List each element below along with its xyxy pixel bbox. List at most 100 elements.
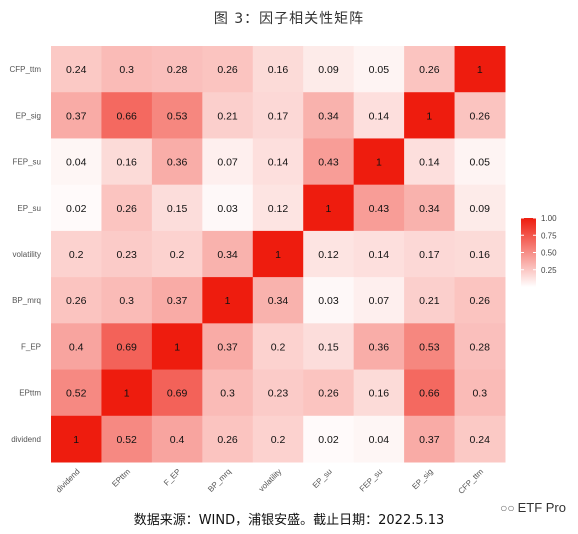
- heatmap-cell: [353, 92, 405, 139]
- heatmap-cell: [151, 138, 203, 186]
- cell-value-label: 0.03: [217, 203, 238, 215]
- cell-value-label: 0.09: [470, 203, 491, 215]
- heatmap-cell: [101, 277, 153, 324]
- heatmap-cell: [151, 46, 203, 93]
- cell-value-label: 1: [426, 110, 432, 122]
- cell-value-label: 1: [124, 388, 130, 400]
- cell-value-label: 0.26: [66, 295, 87, 307]
- cell-value-label: 0.15: [167, 203, 188, 215]
- heatmap-cell: [151, 415, 203, 463]
- x-tick-label: dividend: [54, 467, 81, 494]
- cell-value-label: 0.66: [116, 110, 137, 122]
- cell-value-label: 0.05: [369, 64, 390, 76]
- heatmap-cell: [51, 184, 102, 232]
- heatmap-cell: [151, 369, 203, 417]
- heatmap-cell: [252, 138, 304, 186]
- cell-value-label: 0.02: [318, 434, 339, 446]
- heatmap-cell: [252, 92, 304, 139]
- heatmap-cell: [252, 184, 304, 232]
- heatmap-cell: [454, 277, 506, 324]
- heatmap-cell: [404, 277, 456, 324]
- heatmap-cell: [454, 323, 506, 371]
- cell-value-label: 0.2: [170, 249, 185, 261]
- cell-value-label: 0.23: [268, 388, 289, 400]
- cell-value-label: 0.24: [66, 64, 87, 76]
- heatmap-cell: [454, 92, 506, 139]
- cell-value-label: 0.14: [369, 249, 390, 261]
- y-tick-label: EP_su: [17, 204, 41, 213]
- cell-value-label: 0.07: [217, 157, 238, 169]
- heatmap-cell: [303, 415, 355, 463]
- cell-value-label: 0.26: [470, 110, 491, 122]
- heatmap-cell: [404, 415, 456, 463]
- cell-value-label: 0.26: [116, 203, 137, 215]
- heatmap-cell: [202, 92, 254, 139]
- heatmap-cell: [303, 277, 355, 324]
- cell-value-label: 0.34: [217, 249, 238, 261]
- cell-value-label: 0.07: [369, 295, 390, 307]
- heatmap-cell: [404, 369, 456, 417]
- cell-value-label: 0.2: [271, 341, 286, 353]
- heatmap-cell: [404, 230, 456, 278]
- heatmap-cell: [101, 92, 153, 139]
- y-tick-label: dividend: [11, 435, 41, 444]
- cell-value-label: 0.16: [369, 388, 390, 400]
- heatmap-cell: [202, 230, 254, 278]
- cell-value-label: 0.2: [271, 434, 286, 446]
- heatmap-cell: [51, 323, 102, 371]
- heatmap-cell: [353, 184, 405, 232]
- heatmap-cell: [51, 415, 102, 463]
- cell-value-label: 0.12: [268, 203, 289, 215]
- heatmap-cell: [454, 138, 506, 186]
- cell-value-label: 0.26: [318, 388, 339, 400]
- heatmap-cell: [202, 369, 254, 417]
- cell-value-label: 0.05: [470, 157, 491, 169]
- cell-value-label: 0.17: [419, 249, 440, 261]
- cell-value-label: 0.36: [369, 341, 390, 353]
- cell-value-label: 0.24: [470, 434, 491, 446]
- cell-value-label: 0.52: [116, 434, 137, 446]
- heatmap-cell: [454, 369, 506, 417]
- cell-value-label: 0.69: [167, 388, 188, 400]
- cell-value-label: 0.4: [170, 434, 185, 446]
- cell-value-label: 0.26: [419, 64, 440, 76]
- heatmap-cell: [404, 92, 456, 139]
- heatmap-cell: [404, 138, 456, 186]
- cell-value-label: 0.3: [220, 388, 235, 400]
- x-tick-label: BP_mrq: [206, 467, 233, 494]
- cell-value-label: 1: [275, 249, 281, 261]
- cell-value-label: 0.23: [116, 249, 137, 261]
- heatmap-cell: [252, 415, 304, 463]
- heatmap-cell: [151, 323, 203, 371]
- heatmap-cell: [202, 46, 254, 93]
- heatmap-cell: [353, 138, 405, 186]
- y-tick-label: volatility: [13, 250, 41, 259]
- cell-value-label: 0.37: [217, 341, 238, 353]
- cell-value-label: 0.02: [66, 203, 87, 215]
- heatmap-cell: [202, 277, 254, 324]
- y-tick-label: CFP_ttm: [9, 65, 41, 74]
- heatmap-cell: [51, 369, 102, 417]
- cell-value-label: 0.53: [167, 110, 188, 122]
- cell-value-label: 0.69: [116, 341, 137, 353]
- cell-value-label: 0.16: [268, 64, 289, 76]
- cell-value-label: 1: [174, 341, 180, 353]
- cell-value-label: 0.37: [419, 434, 440, 446]
- cell-value-label: 0.14: [419, 157, 440, 169]
- wechat-icon: ○○: [500, 501, 515, 515]
- cell-value-label: 0.34: [318, 110, 339, 122]
- cell-value-label: 0.21: [217, 110, 238, 122]
- heatmap-cell: [51, 277, 102, 324]
- cell-value-label: 0.3: [119, 64, 134, 76]
- cell-value-label: 1: [477, 64, 483, 76]
- y-tick-label: EPttm: [19, 389, 41, 398]
- x-tick-label: EPttm: [110, 467, 132, 489]
- heatmap-cell: [404, 323, 456, 371]
- cell-value-label: 0.04: [66, 157, 87, 169]
- heatmap-cell: [101, 415, 153, 463]
- cell-value-label: 0.21: [419, 295, 440, 307]
- cell-value-label: 0.4: [69, 341, 84, 353]
- heatmap-cell: [353, 415, 405, 463]
- cell-value-label: 0.14: [369, 110, 390, 122]
- y-tick-label: BP_mrq: [12, 296, 41, 305]
